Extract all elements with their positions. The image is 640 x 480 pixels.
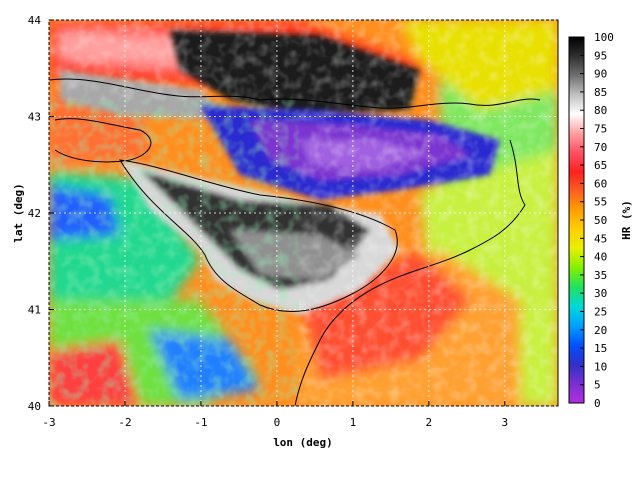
coastline (49, 78, 541, 406)
y-tick-label: 41 (28, 304, 41, 317)
northwest-contour (54, 118, 152, 163)
colorbar-tick-label: 45 (594, 232, 607, 245)
colorbar-tick-label: 90 (594, 68, 607, 81)
x-tick-label: 3 (502, 416, 509, 429)
colorbar-tick-label: 95 (594, 49, 607, 62)
y-tick-label: 40 (28, 400, 41, 413)
basin-contour (119, 159, 398, 312)
y-axis-ticks: 40 41 42 43 44 (28, 14, 54, 413)
colorbar-tick-label: 80 (594, 104, 607, 117)
colorbar-tick-label: 55 (594, 196, 607, 209)
y-tick-label: 44 (28, 14, 42, 27)
y-tick-label: 42 (28, 207, 41, 220)
colorbar-tick-label: 15 (594, 342, 607, 355)
y-axis-label: lat (deg) (12, 183, 25, 243)
x-tick-label: 1 (350, 416, 357, 429)
colorbar-tick-label: 35 (594, 269, 607, 282)
colorbar: 0 5 10 15 20 25 30 35 40 45 50 55 60 65 70 75 80 85 90 95 10… (568, 31, 633, 410)
x-axis-label: lon (deg) (273, 436, 333, 449)
x-tick-label: -2 (118, 416, 131, 429)
colorbar-tick-label: 65 (594, 159, 607, 172)
x-tick-label: -3 (42, 416, 55, 429)
colorbar-tick-label: 25 (594, 306, 607, 319)
speckle-green (49, 100, 299, 406)
x-tick-label: -1 (194, 416, 207, 429)
colorbar-tick-label: 100 (594, 31, 614, 44)
colorbar-tick-label: 60 (594, 177, 607, 190)
colorbar-tick-label: 70 (594, 141, 607, 154)
x-tick-label: 0 (274, 416, 281, 429)
colorbar-tick-label: 5 (594, 379, 601, 392)
colorbar-label: HR (%) (620, 200, 633, 240)
heatmap-field (49, 20, 558, 406)
colorbar-ticks: 0 5 10 15 20 25 30 35 40 45 50 55 60 65 70 75 80 85 90 95 10… (580, 31, 614, 410)
x-tick-label: 2 (426, 416, 433, 429)
colorbar-tick-label: 85 (594, 86, 607, 99)
colorbar-tick-label: 30 (594, 287, 607, 300)
x-axis-ticks: -3 -2 -1 0 1 2 3 (42, 401, 508, 429)
colorbar-tick-label: 50 (594, 214, 607, 227)
y-tick-label: 43 (28, 111, 41, 124)
colorbar-tick-label: 75 (594, 123, 607, 136)
colorbar-tick-label: 10 (594, 360, 607, 373)
colorbar-tick-label: 20 (594, 324, 607, 337)
colorbar-tick-label: 0 (594, 397, 601, 410)
colorbar-tick-label: 40 (594, 251, 607, 264)
grid (48, 19, 558, 407)
